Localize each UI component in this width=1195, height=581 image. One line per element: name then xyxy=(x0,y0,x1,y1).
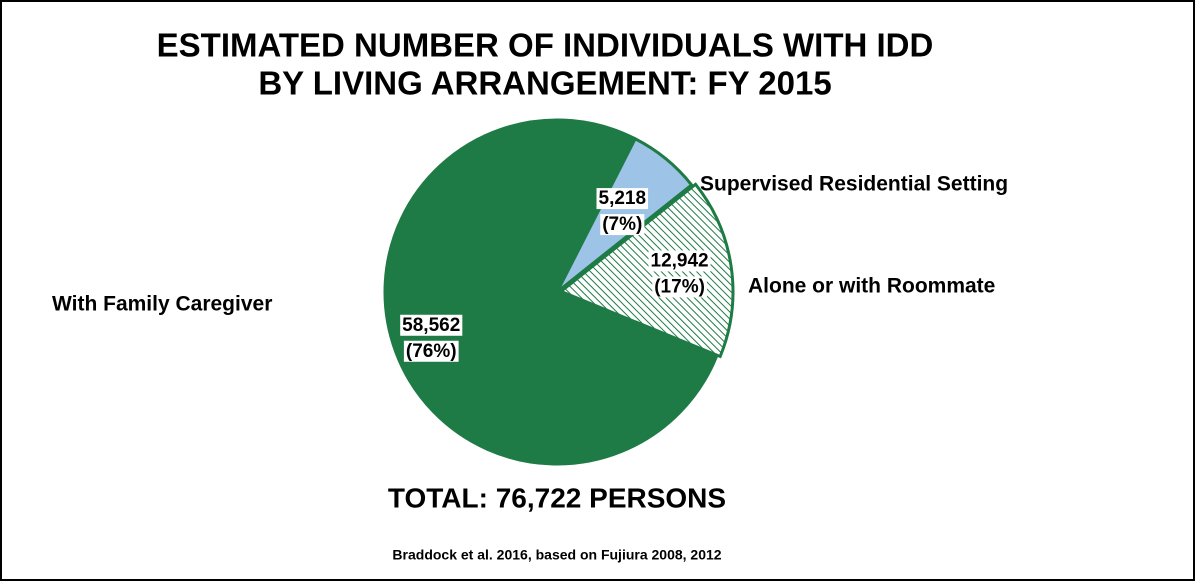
data-label-bg xyxy=(648,250,711,272)
pie-slice xyxy=(558,182,735,359)
data-label-bg xyxy=(403,340,459,362)
pie-slice xyxy=(383,118,719,466)
data-label-bg xyxy=(652,276,707,298)
chart-title: ESTIMATED NUMBER OF INDIVIDUALS WITH IDD xyxy=(157,27,934,64)
data-label: (76%) xyxy=(406,341,457,362)
data-label: 5,218 xyxy=(599,188,647,209)
source-note: Braddock et al. 2016, based on Fujiura 2… xyxy=(392,547,721,563)
data-label: 58,562 xyxy=(402,315,460,336)
data-label-bg xyxy=(600,214,645,236)
data-label-bg xyxy=(596,188,649,210)
total-label: TOTAL: 76,722 PERSONS xyxy=(388,482,726,513)
category-label: With Family Caregiver xyxy=(52,293,272,316)
data-label: (7%) xyxy=(602,214,642,235)
chart-title: BY LIVING ARRANGEMENT: FY 2015 xyxy=(258,65,831,102)
data-label: (17%) xyxy=(654,276,705,297)
category-label: Alone or with Roommate xyxy=(748,275,995,298)
category-label: Supervised Residential Setting xyxy=(700,173,1008,196)
data-label: 12,942 xyxy=(651,250,709,271)
data-label-bg xyxy=(400,314,463,336)
